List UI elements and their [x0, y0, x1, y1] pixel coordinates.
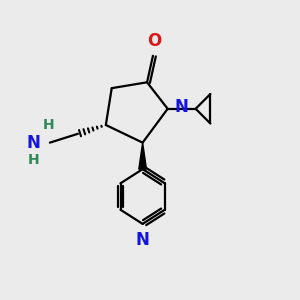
Text: N: N [174, 98, 188, 116]
Text: O: O [147, 32, 161, 50]
Text: H: H [43, 118, 54, 132]
Text: N: N [136, 231, 150, 249]
Text: N: N [27, 134, 40, 152]
Text: H: H [28, 153, 40, 167]
Polygon shape [139, 142, 146, 169]
